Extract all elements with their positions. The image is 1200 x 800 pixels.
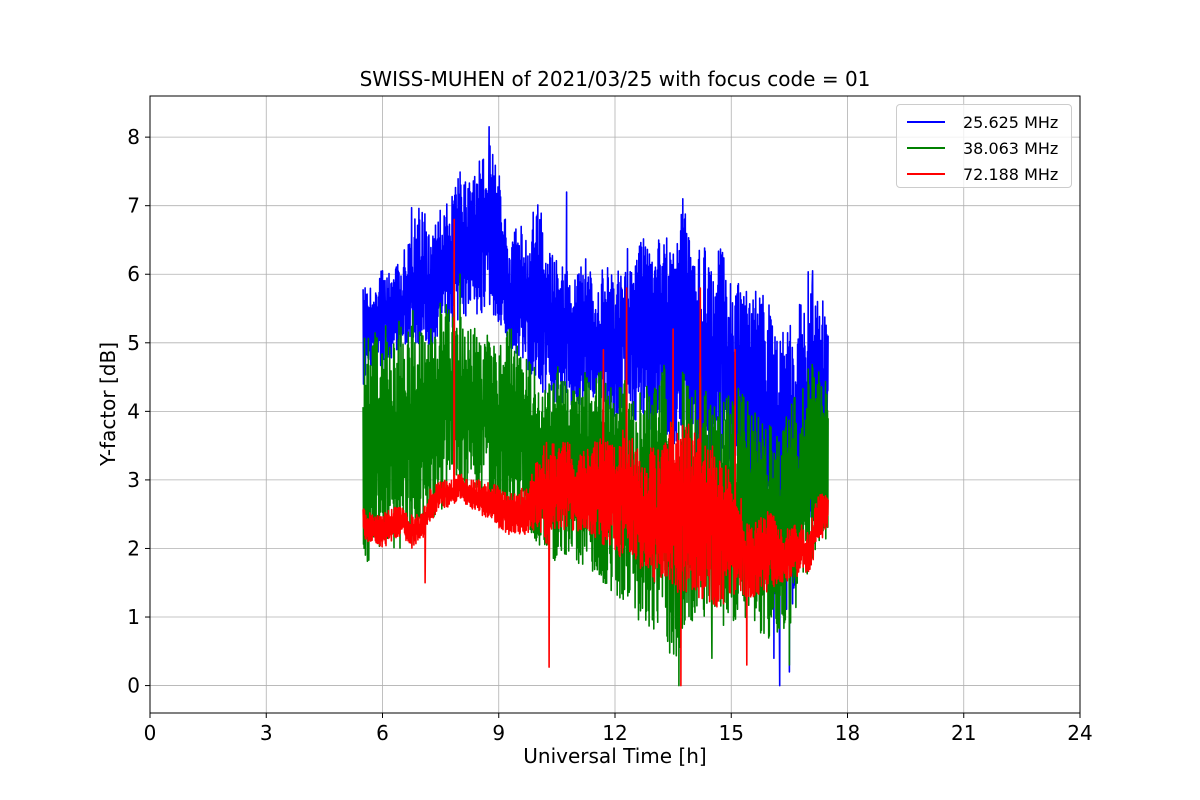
x-tick-label: 6 xyxy=(376,721,389,745)
chart-title: SWISS-MUHEN of 2021/03/25 with focus cod… xyxy=(359,67,871,91)
legend-swatch-25mhz xyxy=(907,121,945,123)
y-tick-label: 6 xyxy=(127,262,140,286)
y-tick-label: 2 xyxy=(127,536,140,560)
y-tick-label: 0 xyxy=(127,674,140,698)
legend-label-25mhz: 25.625 MHz xyxy=(963,112,1059,132)
legend-item-25mhz: 25.625 MHz xyxy=(907,109,1061,135)
legend-swatch-72mhz xyxy=(907,173,945,175)
y-tick-label: 1 xyxy=(127,605,140,629)
x-tick-label: 24 xyxy=(1067,721,1092,745)
y-tick-label: 8 xyxy=(127,125,140,149)
y-tick-label: 7 xyxy=(127,194,140,218)
y-tick-label: 3 xyxy=(127,468,140,492)
legend: 25.625 MHz 38.063 MHz 72.188 MHz xyxy=(896,104,1072,188)
x-tick-label: 0 xyxy=(144,721,157,745)
y-tick-label: 4 xyxy=(127,399,140,423)
y-axis: 0 1 2 3 4 5 6 7 8 xyxy=(127,125,150,698)
x-tick-label: 9 xyxy=(492,721,505,745)
legend-label-38mhz: 38.063 MHz xyxy=(963,138,1059,158)
legend-item-38mhz: 38.063 MHz xyxy=(907,135,1061,161)
legend-item-72mhz: 72.188 MHz xyxy=(907,161,1061,187)
legend-swatch-38mhz xyxy=(907,147,945,149)
series-layer xyxy=(362,126,829,687)
series-line-2 xyxy=(362,218,829,687)
x-tick-label: 3 xyxy=(260,721,273,745)
x-axis-label: Universal Time [h] xyxy=(523,744,707,768)
x-tick-label: 15 xyxy=(719,721,744,745)
x-tick-label: 12 xyxy=(602,721,627,745)
legend-label-72mhz: 72.188 MHz xyxy=(963,164,1059,184)
y-tick-label: 5 xyxy=(127,331,140,355)
x-tick-label: 18 xyxy=(835,721,860,745)
y-axis-label: Y-factor [dB] xyxy=(96,341,120,467)
x-axis: 0 3 6 9 12 15 18 21 24 xyxy=(144,713,1093,745)
x-tick-label: 21 xyxy=(951,721,976,745)
